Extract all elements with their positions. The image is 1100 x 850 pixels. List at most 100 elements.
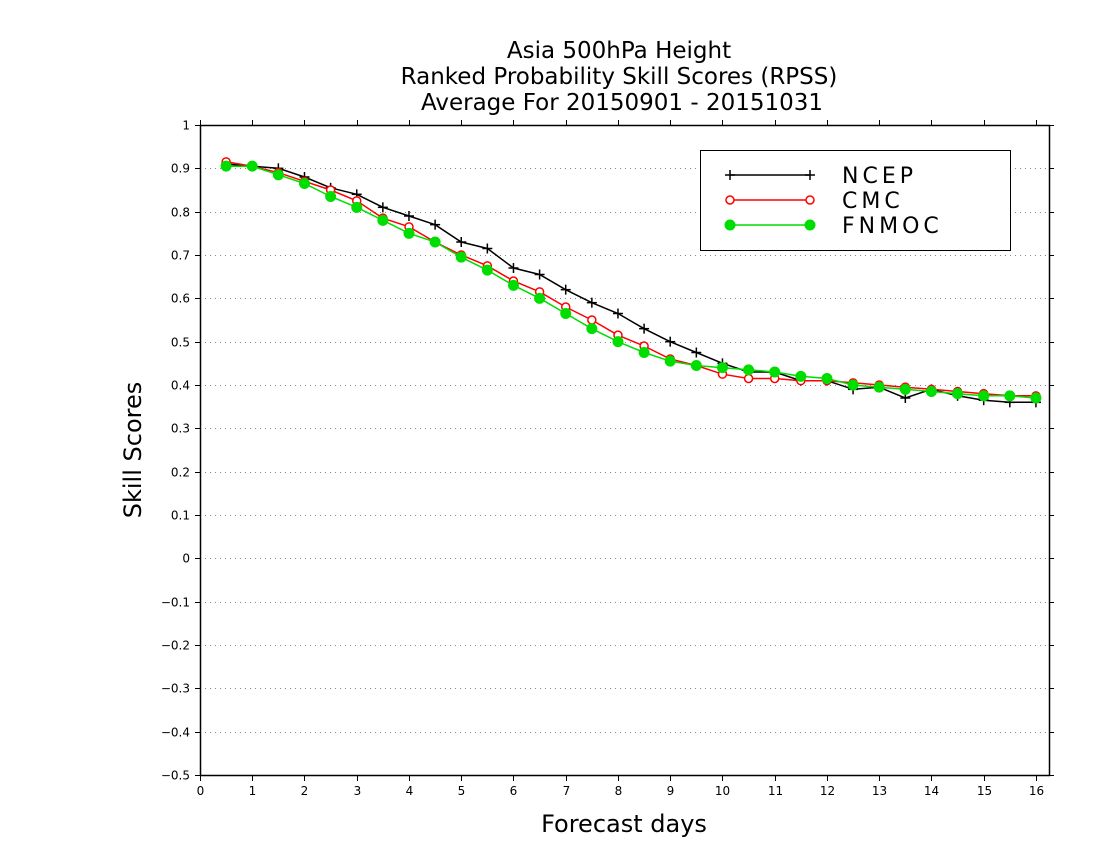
legend-item-ncep: NCEP [725, 164, 917, 189]
data-point-ncep [665, 336, 676, 347]
data-point-fnmoc [534, 292, 546, 304]
legend-label-fnmoc: FNMOC [842, 214, 943, 239]
legend-item-fnmoc: FNMOC [724, 214, 943, 239]
data-point-ncep [403, 211, 414, 221]
y-tick-label: −0.1 [161, 596, 190, 610]
data-point-fnmoc [481, 264, 493, 276]
x-tick-label: 13 [872, 784, 887, 798]
data-point-fnmoc [246, 160, 258, 172]
data-point-ncep [482, 243, 493, 254]
data-point-fnmoc [664, 355, 676, 367]
legend-marker [724, 219, 736, 231]
x-tick-label: 3 [354, 784, 362, 798]
data-point-fnmoc [638, 347, 650, 358]
legend-label-ncep: NCEP [842, 164, 917, 189]
legend-marker [725, 170, 735, 180]
data-point-ncep [456, 237, 467, 247]
data-point-ncep [430, 219, 441, 230]
x-tick-label: 6 [510, 784, 518, 798]
data-point-fnmoc [325, 191, 337, 202]
data-point-fnmoc [1030, 392, 1042, 404]
x-tick-label: 1 [249, 784, 257, 798]
data-point-fnmoc [351, 201, 363, 213]
data-point-fnmoc [847, 379, 859, 391]
axis-ticks: −0.5 −0.4 −0.3 −0.2 −0.1 0 0.1 0.2 0.3 0.4 0.5 0.6 0… [161, 119, 1054, 798]
x-tick-label: 14 [924, 784, 939, 798]
data-point-fnmoc [507, 279, 519, 291]
data-point-ncep [639, 323, 650, 334]
data-point-fnmoc [716, 362, 728, 374]
data-point-fnmoc [403, 227, 415, 239]
chart-title-line-2: Ranked Probability Skill Scores (RPSS) [401, 64, 838, 90]
x-tick-label: 10 [715, 784, 730, 798]
chart-title-line-3: Average For 20150901 - 20151031 [421, 90, 823, 116]
data-point-fnmoc [821, 373, 833, 384]
y-tick-label: 0.3 [171, 422, 190, 436]
x-tick-label: 9 [667, 784, 675, 798]
series-line-ncep [226, 163, 1036, 404]
y-tick-label: 0.9 [171, 162, 190, 176]
legend-label-cmc: CMC [842, 189, 904, 214]
legend-marker [804, 219, 816, 231]
data-point-fnmoc [272, 169, 284, 181]
y-tick-label: 0.8 [171, 206, 190, 220]
x-tick-label: 15 [977, 784, 992, 798]
data-point-fnmoc [429, 236, 441, 248]
data-point-fnmoc [298, 178, 310, 189]
data-point-ncep [612, 308, 623, 319]
y-tick-label: −0.4 [161, 726, 190, 740]
y-tick-label: 0.7 [171, 249, 190, 263]
data-point-ncep [691, 347, 702, 358]
data-point-ncep [508, 263, 519, 273]
legend-marker [805, 170, 815, 180]
y-tick-label: 0.2 [171, 466, 190, 480]
data-point-fnmoc [377, 214, 389, 226]
legend-marker [805, 195, 815, 205]
y-tick-label: 0.1 [171, 509, 190, 523]
data-point-fnmoc [952, 388, 964, 400]
data-point-ncep [534, 269, 545, 280]
x-tick-label: 2 [301, 784, 309, 798]
x-tick-label: 8 [615, 784, 623, 798]
x-tick-label: 16 [1029, 784, 1044, 798]
y-tick-label: 0.5 [171, 336, 190, 350]
gridlines [200, 168, 1049, 733]
data-point-fnmoc [795, 370, 807, 382]
chart-title: Asia 500hPa Height Ranked Probability Sk… [401, 38, 838, 116]
x-tick-label: 4 [406, 784, 414, 798]
x-tick-label: 12 [820, 784, 835, 798]
data-point-ncep [377, 202, 388, 213]
y-tick-label: −0.3 [161, 682, 190, 696]
data-point-fnmoc [873, 381, 885, 393]
data-point-fnmoc [899, 383, 911, 395]
data-point-ncep [560, 284, 571, 295]
legend-item-cmc: CMC [725, 189, 904, 214]
data-point-fnmoc [925, 386, 937, 397]
chart-title-line-1: Asia 500hPa Height [507, 38, 731, 64]
data-point-cmc [587, 315, 597, 325]
data-point-fnmoc [560, 308, 572, 319]
x-tick-label: 7 [563, 784, 571, 798]
data-point-fnmoc [455, 251, 467, 263]
y-axis-title: Skill Scores [119, 382, 147, 519]
y-tick-label: 0 [182, 552, 190, 566]
y-tick-label: 0.6 [171, 292, 190, 306]
plot-area [199, 124, 1051, 777]
data-point-fnmoc [743, 364, 755, 376]
data-point-fnmoc [978, 390, 990, 402]
plot-frame [199, 124, 1051, 777]
x-axis-title: Forecast days [541, 810, 707, 838]
data-point-fnmoc [220, 160, 232, 172]
data-point-fnmoc [586, 323, 598, 335]
legend-marker [725, 195, 735, 205]
data-point-fnmoc [769, 366, 781, 378]
series-fnmoc [220, 160, 1042, 404]
y-tick-label: 1 [182, 119, 190, 133]
x-tick-label: 5 [458, 784, 466, 798]
data-point-fnmoc [612, 336, 624, 348]
data-point-fnmoc [690, 360, 702, 371]
x-tick-label: 0 [197, 784, 205, 798]
y-tick-label: 0.4 [171, 379, 190, 393]
